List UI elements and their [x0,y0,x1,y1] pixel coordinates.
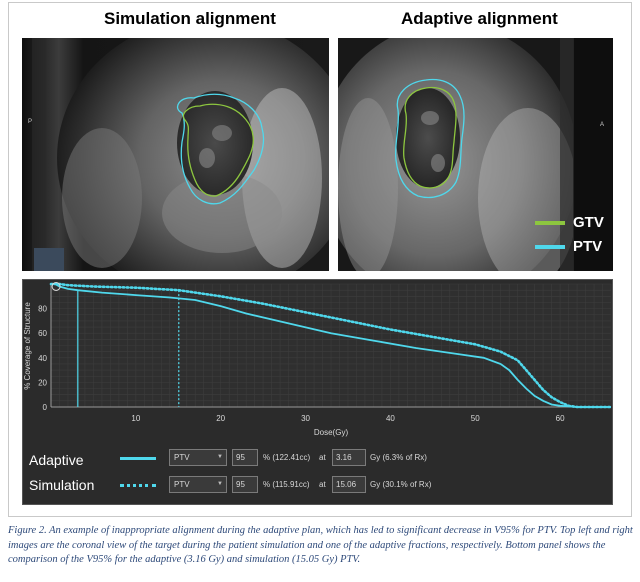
y-tick-label: 20 [38,378,47,387]
anterior-marker: A [600,122,604,128]
simulation-at-text: at [319,480,326,489]
simulation-structure-select[interactable]: PTV ▼ [169,476,227,493]
x-tick-label: 20 [216,414,225,423]
adaptive-line-sample [120,457,156,460]
legend-item-ptv: PTV [535,238,602,255]
adaptive-percent-input[interactable]: 95 [232,449,258,466]
simulation-row-label: Simulation [29,477,95,493]
simulation-volume-text: % (115.91cc) [263,480,310,489]
dvh-chart: 10 20 30 40 50 60 0 20 40 60 80 % Coverage of Stru… [23,281,613,437]
chevron-down-icon: ▼ [217,481,223,487]
figure-caption: Figure 2. An example of inappropriate al… [8,525,633,565]
adaptive-at-text: at [319,453,326,462]
gtv-legend-label: GTV [573,214,604,231]
simulation-structure-value: PTV [174,480,190,489]
ptv-color-swatch [535,244,565,249]
x-axis-label: Dose(Gy) [314,428,349,437]
chevron-down-icon: ▼ [217,454,223,460]
simulation-dose-text: Gy (30.1% of Rx) [370,480,432,489]
adaptive-structure-value: PTV [174,453,190,462]
adaptive-control-row: Adaptive PTV ▼ 95 % (122.41cc) at 3.16 G… [23,447,614,469]
simulation-series-line [49,282,613,409]
x-tick-label: 60 [556,414,565,423]
x-tick-label: 50 [471,414,480,423]
adaptive-series-line [51,283,611,408]
y-tick-label: 0 [43,403,48,412]
adaptive-panel-title: Adaptive alignment [401,9,558,28]
legend-item-gtv: GTV [535,214,604,231]
dvh-panel: 10 20 30 40 50 60 0 20 40 60 80 % Coverage of Stru… [22,279,613,505]
posterior-marker: P [28,119,32,125]
x-tick-label: 10 [131,414,140,423]
simulation-percent-input[interactable]: 95 [232,476,258,493]
adaptive-dose-text: Gy (6.3% of Rx) [370,453,427,462]
simulation-line-sample [120,484,156,487]
x-tick-label: 40 [386,414,395,423]
gtv-color-swatch [535,220,565,225]
adaptive-dose-input[interactable]: 3.16 [332,449,366,466]
axes: 10 20 30 40 50 60 0 20 40 60 80 [38,284,611,423]
adaptive-row-label: Adaptive [29,452,84,468]
x-tick-label: 30 [301,414,310,423]
y-tick-label: 80 [38,305,47,314]
y-tick-label: 60 [38,329,47,338]
adaptive-scan-image: A [338,38,613,271]
y-axis-label: % Coverage of Structure [23,302,32,390]
ptv-legend-label: PTV [573,238,603,255]
simulation-scan-graphic: P [22,38,329,271]
adaptive-structure-select[interactable]: PTV ▼ [169,449,227,466]
adaptive-scan-graphic: A [338,38,613,271]
grid-lines [50,283,612,408]
simulation-scan-image: P [22,38,329,271]
simulation-dose-input[interactable]: 15.06 [332,476,366,493]
series-layer [49,281,613,409]
crosshair-marker[interactable] [51,281,61,291]
adaptive-volume-text: % (122.41cc) [263,453,311,462]
simulation-control-row: Simulation PTV ▼ 95 % (115.91cc) at 15.0… [23,474,614,496]
y-tick-label: 40 [38,354,47,363]
simulation-panel-title: Simulation alignment [104,9,276,28]
